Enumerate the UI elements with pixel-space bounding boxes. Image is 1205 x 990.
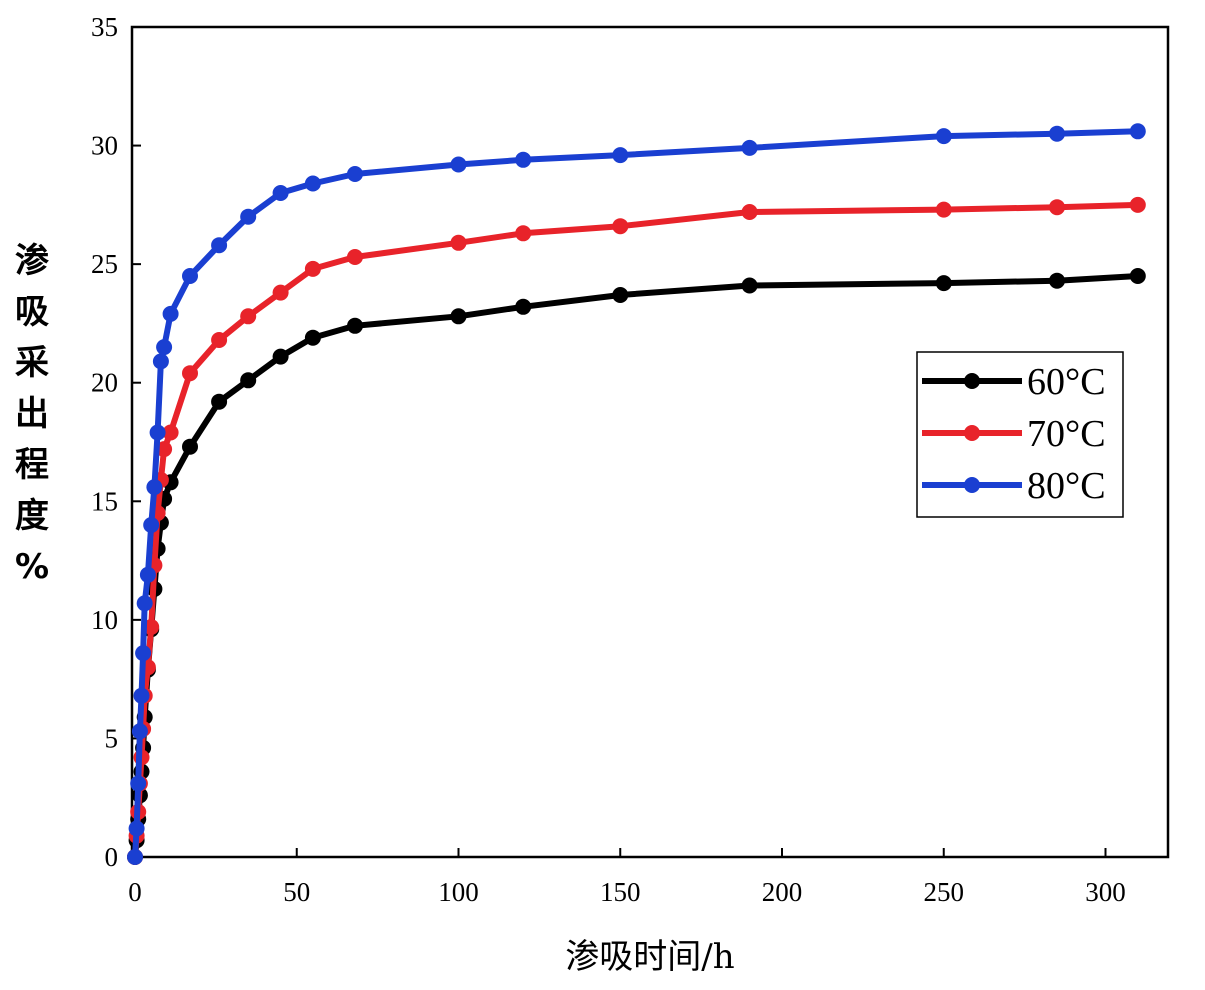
data-point [347, 317, 363, 334]
y-axis-label-char: 吸 [15, 292, 49, 332]
x-tick-label: 100 [438, 877, 479, 907]
y-tick-label: 5 [105, 723, 119, 753]
data-point [182, 365, 198, 382]
data-point [149, 424, 166, 441]
data-point [450, 156, 467, 173]
data-point [450, 308, 467, 325]
data-point [127, 849, 143, 865]
data-point [272, 284, 289, 301]
data-point [304, 329, 321, 346]
data-point [935, 128, 952, 145]
y-tick-label: 0 [105, 842, 119, 872]
legend-label: 70°C [1027, 413, 1106, 455]
data-point [136, 595, 153, 612]
data-point [935, 275, 952, 292]
y-axis-label-char: 渗 [15, 241, 50, 281]
data-point [240, 208, 257, 225]
data-point [143, 619, 160, 635]
y-tick-label: 35 [91, 12, 118, 42]
legend-marker [964, 425, 980, 441]
data-point [240, 372, 257, 389]
plot-frame [130, 25, 1170, 859]
x-tick-label: 250 [924, 877, 965, 907]
data-point [741, 204, 758, 220]
data-point [162, 424, 179, 441]
y-axis-label-char: 度 [15, 496, 49, 536]
data-point [211, 332, 228, 348]
y-tick-label: 25 [91, 249, 118, 279]
data-point [612, 287, 629, 303]
x-axis-label: 渗吸时间/h [565, 937, 734, 977]
legend-label: 60°C [1027, 361, 1106, 403]
data-point [347, 249, 363, 265]
data-point [612, 147, 629, 164]
data-point [162, 305, 179, 322]
data-point [347, 166, 363, 182]
data-point [1129, 196, 1146, 213]
legend-label: 80°C [1027, 465, 1106, 507]
data-point [1049, 272, 1065, 289]
data-point [450, 234, 467, 251]
data-point [1129, 123, 1146, 140]
data-point [156, 441, 173, 458]
x-tick-label: 0 [128, 877, 142, 907]
data-point [143, 517, 160, 533]
legend-marker [964, 373, 980, 389]
series-80c [127, 123, 1146, 865]
data-point [130, 775, 147, 792]
data-point [1129, 268, 1146, 284]
y-tick-label: 10 [91, 605, 118, 635]
data-point [741, 139, 758, 156]
legend-marker [964, 477, 980, 493]
data-point [741, 277, 758, 294]
data-point [211, 237, 228, 254]
data-point [272, 348, 289, 365]
y-axis-label-char: 程 [15, 445, 49, 485]
y-tick-label: 15 [91, 486, 118, 516]
data-point [135, 645, 152, 662]
data-point [1049, 125, 1065, 142]
data-point [935, 201, 952, 218]
data-point [304, 175, 321, 192]
y-axis-label-char: 出 [15, 394, 49, 434]
data-point [211, 393, 228, 410]
legend: 60°C 70°C 80°C [916, 351, 1124, 518]
series-70c [127, 196, 1146, 865]
series-line [132, 201, 1141, 860]
data-point [272, 185, 289, 201]
x-tick-label: 200 [762, 877, 803, 907]
data-point [515, 225, 532, 242]
data-point [131, 723, 148, 740]
data-point [156, 339, 173, 356]
data-point [304, 260, 321, 277]
x-axis: 0 50 100 150 200 250 300 [128, 848, 1126, 907]
series-layer [127, 123, 1146, 865]
y-tick-label: 20 [91, 368, 118, 398]
data-point [133, 687, 150, 704]
data-point [612, 218, 629, 235]
data-point [1049, 199, 1065, 216]
x-tick-label: 50 [283, 877, 310, 907]
data-point [515, 151, 532, 168]
data-point [240, 308, 257, 325]
data-point [146, 479, 163, 496]
data-point [128, 820, 145, 837]
data-point [182, 438, 198, 455]
x-tick-label: 150 [600, 877, 641, 907]
y-tick-label: 30 [91, 131, 118, 161]
data-point [139, 566, 156, 583]
y-axis: 0 5 10 15 20 25 30 35 [91, 12, 141, 872]
x-tick-label: 300 [1085, 877, 1126, 907]
data-point [152, 353, 169, 370]
y-axis-label-char: 采 [15, 343, 49, 383]
data-point [182, 268, 198, 284]
y-axis-label-char: % [15, 547, 49, 587]
data-point [515, 298, 532, 315]
